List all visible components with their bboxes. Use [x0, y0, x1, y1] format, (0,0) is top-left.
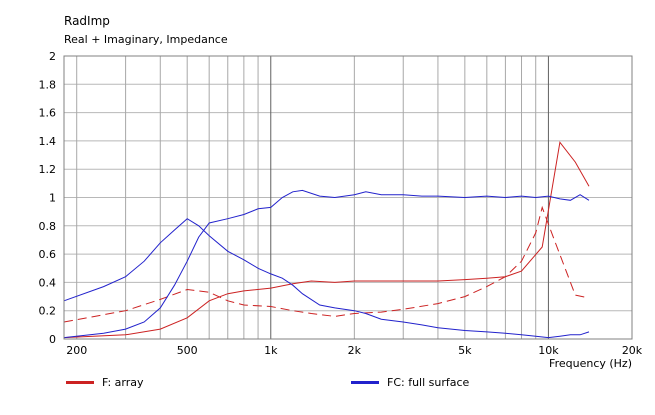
legend-swatch [66, 381, 94, 384]
chart-subtitle: Real + Imaginary, Impedance [64, 33, 228, 46]
x-tick-label: 20k [622, 344, 643, 357]
legend: F: array FC: full surface [66, 376, 470, 389]
x-axis-label: Frequency (Hz) [549, 357, 632, 370]
series-lines [63, 141, 590, 339]
y-tick-label: 1.4 [39, 135, 57, 148]
y-tick-label: 1 [49, 192, 56, 205]
x-axis-ticks: 200 500 1k 2k 5k 10k 20k [66, 344, 643, 357]
x-tick-label: 5k [458, 344, 472, 357]
y-tick-label: 2 [49, 50, 56, 63]
y-tick-label: 0.8 [39, 220, 57, 233]
plot-frame [63, 55, 633, 340]
legend-label: F: array [102, 376, 144, 389]
series-line-fc-imaginary [63, 218, 590, 339]
series-line-f-real [63, 141, 590, 339]
y-tick-label: 0.6 [39, 248, 57, 261]
x-tick-label: 200 [66, 344, 87, 357]
y-tick-label: 0.2 [39, 305, 57, 318]
series-line-fc-real [63, 189, 590, 339]
x-tick-label: 2k [348, 344, 362, 357]
y-tick-label: 0.4 [39, 276, 57, 289]
legend-label: FC: full surface [387, 376, 470, 389]
y-tick-label: 1.8 [39, 78, 57, 91]
series-line-f-imaginary [63, 205, 590, 323]
x-tick-label: 1k [264, 344, 278, 357]
y-tick-label: 1.6 [39, 107, 57, 120]
grid [64, 56, 632, 339]
y-axis-ticks: 0 0.2 0.4 0.6 0.8 1 1.2 1.4 1.6 1.8 2 [39, 50, 57, 346]
chart-title: RadImp [64, 14, 110, 28]
y-tick-label: 0 [49, 333, 56, 346]
y-tick-label: 1.2 [39, 163, 57, 176]
x-tick-label: 500 [177, 344, 198, 357]
x-tick-label: 10k [538, 344, 559, 357]
legend-swatch [351, 381, 379, 384]
